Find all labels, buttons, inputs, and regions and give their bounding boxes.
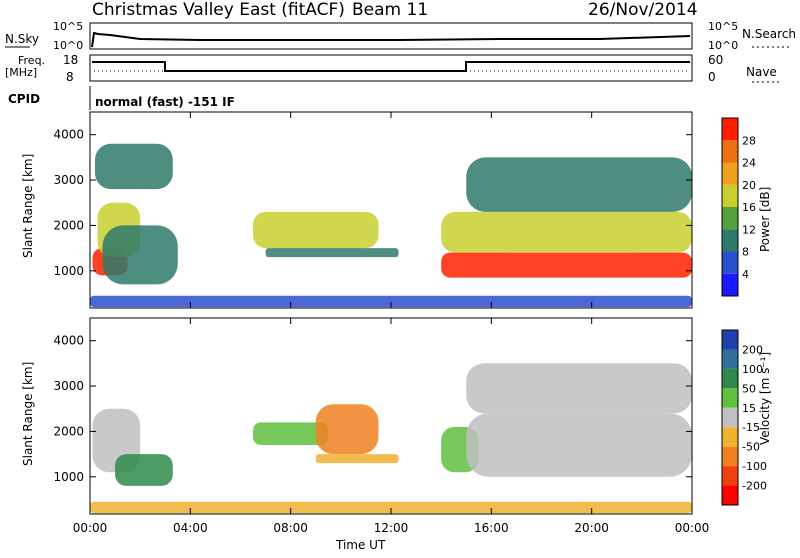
echo-region bbox=[315, 404, 379, 455]
freq-strip-frame bbox=[89, 54, 693, 82]
colorbar-tick-label: 50 bbox=[742, 382, 756, 395]
freq-trace bbox=[92, 61, 690, 72]
colorbar-swatch bbox=[722, 427, 738, 447]
beam-label: Beam 11 bbox=[352, 0, 428, 20]
echo-region bbox=[115, 454, 173, 486]
echo-region bbox=[90, 501, 692, 514]
echo-region bbox=[315, 454, 399, 464]
nsky-label: N.Sky bbox=[5, 32, 39, 46]
x-tick-label: 12:00 bbox=[374, 521, 409, 535]
echo-region bbox=[95, 143, 173, 190]
x-tick-label: 08:00 bbox=[273, 521, 308, 535]
colorbar-swatch bbox=[722, 118, 738, 141]
y-tick-label: 4000 bbox=[53, 334, 84, 348]
colorbar-swatch bbox=[722, 407, 738, 428]
colorbar-tick-label: 200 bbox=[742, 343, 763, 356]
colorbar-tick-label: 100 bbox=[742, 363, 763, 376]
freq-tick-bottom: 8 bbox=[66, 70, 74, 84]
freq-unit-label: [MHz] bbox=[5, 66, 37, 79]
plot-title: Christmas Valley East (fitACF) bbox=[92, 0, 345, 20]
x-tick-label: 04:00 bbox=[173, 521, 208, 535]
nave-tick-top: 60 bbox=[708, 53, 723, 67]
cpid-label: CPID bbox=[8, 92, 40, 106]
colorbar-swatch bbox=[722, 485, 738, 505]
colorbar-swatch bbox=[722, 466, 738, 486]
colorbar-tick-label: -15 bbox=[742, 421, 760, 434]
y-tick-label: 1000 bbox=[53, 470, 84, 484]
echo-region bbox=[466, 157, 692, 212]
colorbar-swatch bbox=[722, 446, 738, 467]
colorbar-swatch bbox=[722, 140, 738, 163]
echo-region bbox=[253, 211, 379, 249]
colorbar-tick-label: 16 bbox=[742, 201, 756, 214]
y-tick-label: 2000 bbox=[53, 218, 84, 232]
power-ylabel: Slant Range [km] bbox=[21, 154, 35, 258]
y-tick-label: 4000 bbox=[53, 128, 84, 142]
nave-tick-bottom: 0 bbox=[708, 70, 716, 84]
nsky-strip-frame bbox=[89, 22, 693, 50]
velocity-ylabel: Slant Range [km] bbox=[21, 362, 35, 466]
freq-tick-top: 18 bbox=[63, 53, 78, 67]
y-tick-label: 3000 bbox=[53, 173, 84, 187]
colorbar-tick-label: -100 bbox=[742, 460, 767, 473]
colorbar-swatch bbox=[722, 229, 738, 252]
echo-region bbox=[441, 211, 692, 253]
echo-region bbox=[466, 413, 692, 477]
colorbar-tick-label: 12 bbox=[742, 223, 756, 236]
y-tick-label: 1000 bbox=[53, 264, 84, 278]
nsky-trace bbox=[91, 31, 691, 48]
colorbar-swatch bbox=[722, 368, 738, 389]
nsearch-tick-bottom: 10^0 bbox=[708, 39, 738, 52]
echo-region bbox=[102, 225, 178, 285]
nave-label: Nave bbox=[746, 65, 777, 79]
colorbar-tick-label: 28 bbox=[742, 134, 756, 147]
x-tick-label: 00:00 bbox=[675, 521, 710, 535]
nsearch-tick-top: 10^5 bbox=[708, 20, 738, 33]
nsky-tick-bottom: 10^0 bbox=[53, 39, 83, 52]
date-label: 26/Nov/2014 bbox=[588, 0, 698, 20]
colorbar-tick-label: 24 bbox=[742, 157, 756, 170]
colorbar-swatch bbox=[722, 330, 738, 350]
colorbar-swatch bbox=[722, 207, 738, 230]
colorbar-tick-label: -200 bbox=[742, 480, 767, 493]
y-tick-label: 3000 bbox=[53, 379, 84, 393]
axis-ticks: 1000 2000 3000 4000 1000 2000 3000 4000 00:00 04:… bbox=[53, 112, 709, 535]
colorbar-tick-label: 20 bbox=[742, 179, 756, 192]
power-panel bbox=[90, 143, 692, 308]
power-colorbar: 4 8 12 16 20 24 28 bbox=[721, 117, 756, 297]
colorbar-swatch bbox=[722, 273, 738, 296]
colorbar-tick-label: 15 bbox=[742, 402, 756, 415]
velocity-colorbar-label: Velocity [m s⁻¹] bbox=[758, 352, 772, 445]
velocity-panel bbox=[90, 363, 692, 514]
x-tick-label: 20:00 bbox=[574, 521, 609, 535]
velocity-colorbar: 200 100 50 15 -15 -50 -100 -200 bbox=[721, 329, 767, 506]
echo-region bbox=[253, 422, 329, 446]
nsearch-label: N.Search bbox=[742, 27, 796, 41]
echo-region bbox=[265, 248, 399, 258]
x-tick-label: 16:00 bbox=[474, 521, 509, 535]
echo-region bbox=[441, 252, 692, 278]
cpid-text: normal (fast) -151 IF bbox=[95, 95, 235, 109]
freq-label: Freq. bbox=[18, 54, 45, 67]
echo-region bbox=[90, 295, 692, 308]
power-colorbar-label: Power [dB] bbox=[758, 187, 772, 252]
colorbar-frame bbox=[721, 329, 739, 506]
y-tick-label: 2000 bbox=[53, 424, 84, 438]
colorbar-swatch bbox=[722, 251, 738, 274]
colorbar-swatch bbox=[722, 349, 738, 369]
colorbar-swatch bbox=[722, 162, 738, 185]
colorbar-swatch bbox=[722, 184, 738, 207]
colorbar-tick-label: -50 bbox=[742, 441, 760, 454]
colorbar-swatch bbox=[722, 388, 738, 408]
colorbar-frame bbox=[721, 117, 739, 297]
x-tick-label: 00:00 bbox=[73, 521, 108, 535]
xlabel: Time UT bbox=[335, 538, 386, 552]
nsky-tick-top: 10^5 bbox=[53, 20, 83, 33]
colorbar-tick-label: 4 bbox=[742, 268, 749, 281]
colorbar-tick-label: 8 bbox=[742, 246, 749, 259]
echo-region bbox=[466, 363, 692, 414]
